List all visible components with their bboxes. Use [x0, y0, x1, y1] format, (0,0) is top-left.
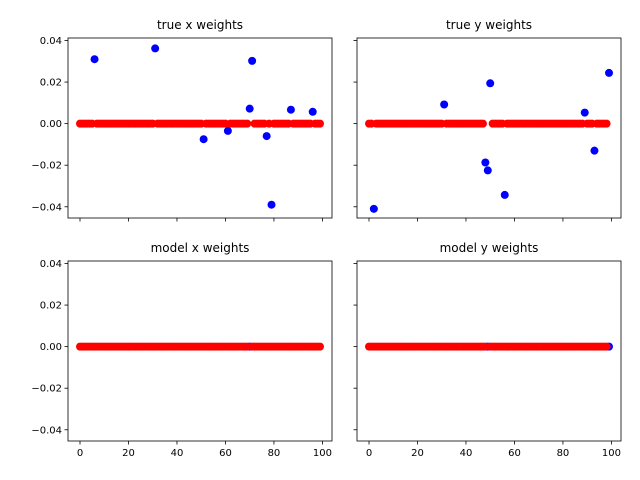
series [365, 119, 611, 128]
y-tick-label: −0.04 [31, 202, 62, 213]
data-point [478, 119, 487, 128]
data-point [90, 55, 99, 64]
y-tick-label: 0.04 [40, 36, 62, 47]
y-tick-label: −0.04 [31, 425, 62, 436]
x-tick-label: 80 [268, 448, 281, 459]
y-tick-label: 0.00 [40, 342, 62, 353]
data-point [245, 104, 254, 113]
x-tick-label: 40 [171, 448, 184, 459]
panel-title: model y weights [440, 241, 539, 255]
x-tick-label: 60 [219, 448, 232, 459]
panel-title: true y weights [446, 18, 532, 32]
y-tick-label: 0.00 [40, 119, 62, 130]
data-point [580, 108, 589, 117]
series [369, 68, 613, 213]
x-tick-label: 100 [313, 448, 332, 459]
x-tick-label: 20 [122, 448, 135, 459]
series [76, 119, 324, 128]
data-point [602, 342, 611, 351]
axes-frame [356, 37, 622, 219]
series [90, 44, 317, 209]
y-tick-label: 0.02 [40, 78, 62, 89]
data-point [308, 107, 317, 116]
data-point [500, 190, 509, 199]
data-point [286, 105, 295, 114]
y-tick-label: 0.02 [40, 301, 62, 312]
data-point [262, 132, 271, 141]
data-point [483, 166, 492, 175]
data-point [151, 44, 160, 53]
data-point [199, 135, 208, 144]
axes-frame [67, 260, 333, 442]
data-point [590, 146, 599, 155]
data-point [369, 204, 378, 213]
x-tick-label: 100 [602, 448, 621, 459]
data-point [223, 126, 232, 135]
data-point [602, 119, 611, 128]
y-tick-label: −0.02 [31, 384, 62, 395]
x-tick-label: 60 [508, 448, 521, 459]
data-point [486, 79, 495, 88]
y-tick-label: −0.02 [31, 161, 62, 172]
data-point [248, 56, 257, 65]
series [365, 342, 611, 351]
panel-title: true x weights [157, 18, 243, 32]
x-tick-label: 40 [460, 448, 473, 459]
panel-4: model y weights 0 20 40 60 80 100 [353, 241, 622, 459]
x-tick-label: 0 [366, 448, 372, 459]
x-tick-label: 20 [411, 448, 424, 459]
data-point [481, 158, 490, 167]
x-tick-label: 80 [557, 448, 570, 459]
data-point [440, 100, 449, 109]
data-point [605, 68, 613, 77]
x-tick-label: 0 [77, 448, 83, 459]
data-point [243, 119, 252, 128]
axes-frame [356, 260, 622, 442]
panel-3: model x weights 0 20 40 60 80 100 −0.04 −0.02 0.0… [31, 241, 333, 459]
panel-2: true y weights [353, 18, 622, 222]
data-point [267, 200, 276, 209]
data-point [316, 119, 324, 128]
y-tick-label: 0.04 [40, 259, 62, 270]
series [76, 342, 324, 351]
data-point [316, 342, 324, 351]
panel-title: model x weights [151, 241, 250, 255]
panel-1: true x weights −0.04 −0.02 0.00 0.02 0.04 [31, 18, 333, 222]
axes-frame [67, 37, 333, 219]
